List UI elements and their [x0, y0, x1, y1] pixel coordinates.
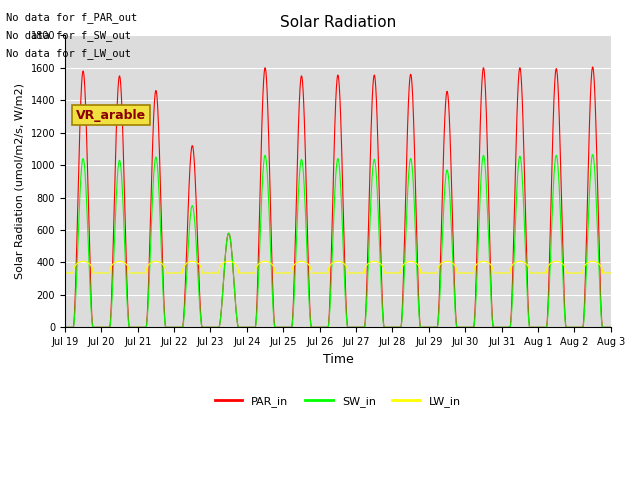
- Title: Solar Radiation: Solar Radiation: [280, 15, 396, 30]
- Legend: PAR_in, SW_in, LW_in: PAR_in, SW_in, LW_in: [210, 391, 466, 411]
- Text: No data for f_SW_out: No data for f_SW_out: [6, 30, 131, 41]
- Text: No data for f_PAR_out: No data for f_PAR_out: [6, 12, 138, 23]
- Y-axis label: Solar Radiation (umol/m2/s, W/m2): Solar Radiation (umol/m2/s, W/m2): [15, 84, 25, 279]
- Text: VR_arable: VR_arable: [76, 108, 146, 121]
- X-axis label: Time: Time: [323, 353, 353, 366]
- Text: No data for f_LW_out: No data for f_LW_out: [6, 48, 131, 60]
